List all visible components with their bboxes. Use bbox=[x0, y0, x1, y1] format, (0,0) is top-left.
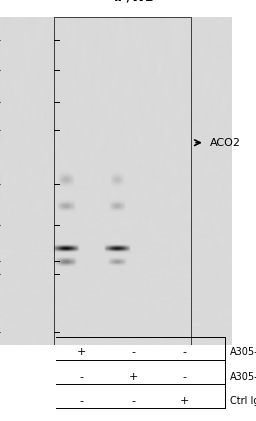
Text: -: - bbox=[131, 347, 135, 357]
Text: Ctrl IgG: Ctrl IgG bbox=[230, 396, 256, 406]
Text: ACO2: ACO2 bbox=[209, 138, 240, 148]
Text: -: - bbox=[80, 372, 84, 382]
Text: -: - bbox=[131, 396, 135, 406]
Text: A305-302A: A305-302A bbox=[230, 347, 256, 357]
Text: +: + bbox=[180, 396, 189, 406]
Text: -: - bbox=[182, 372, 186, 382]
Text: A305-308A: A305-308A bbox=[230, 372, 256, 382]
Text: +: + bbox=[129, 372, 138, 382]
Bar bbox=[54, 17, 191, 345]
Text: -: - bbox=[80, 396, 84, 406]
Text: -: - bbox=[182, 347, 186, 357]
Text: +: + bbox=[77, 347, 87, 357]
Text: IP/WB: IP/WB bbox=[114, 0, 155, 4]
